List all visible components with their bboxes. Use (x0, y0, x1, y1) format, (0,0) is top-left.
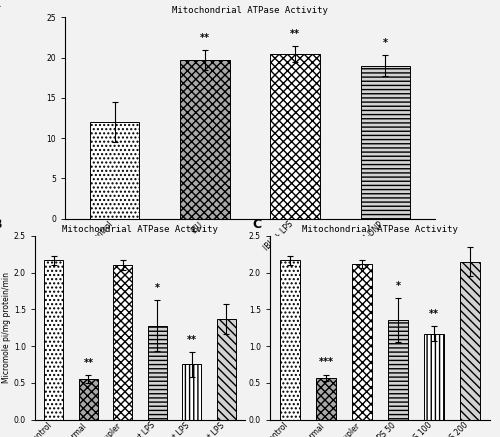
Bar (460, 262, 480, 420)
Bar (148, 326, 167, 420)
Text: B: B (0, 218, 2, 231)
Bar (44, 260, 64, 420)
Bar (316, 378, 336, 420)
Text: ***: *** (318, 357, 334, 368)
Text: *: * (383, 38, 388, 48)
Bar (216, 319, 236, 420)
Text: **: ** (186, 335, 196, 345)
Bar (270, 54, 320, 218)
Bar (114, 265, 132, 420)
Bar (388, 320, 408, 420)
Y-axis label: Micromole pi/mg protein/min: Micromole pi/mg protein/min (2, 272, 11, 383)
Title: Mitochondrial ATPase Activity: Mitochondrial ATPase Activity (62, 225, 218, 234)
Text: **: ** (429, 309, 439, 319)
Bar (90, 122, 140, 218)
Text: *: * (396, 281, 400, 291)
Bar (79, 379, 98, 420)
Text: **: ** (290, 28, 300, 38)
Text: *: * (154, 282, 160, 292)
Text: **: ** (200, 33, 210, 43)
Title: Mitochondrial ATPase Activity: Mitochondrial ATPase Activity (302, 225, 458, 234)
Bar (180, 60, 230, 218)
Text: **: ** (84, 358, 94, 368)
Text: C: C (252, 218, 262, 231)
Bar (182, 364, 201, 420)
Bar (360, 66, 410, 218)
Bar (280, 260, 300, 420)
Bar (424, 333, 444, 420)
Title: Mitochondrial ATPase Activity: Mitochondrial ATPase Activity (172, 6, 328, 15)
Bar (352, 264, 372, 420)
